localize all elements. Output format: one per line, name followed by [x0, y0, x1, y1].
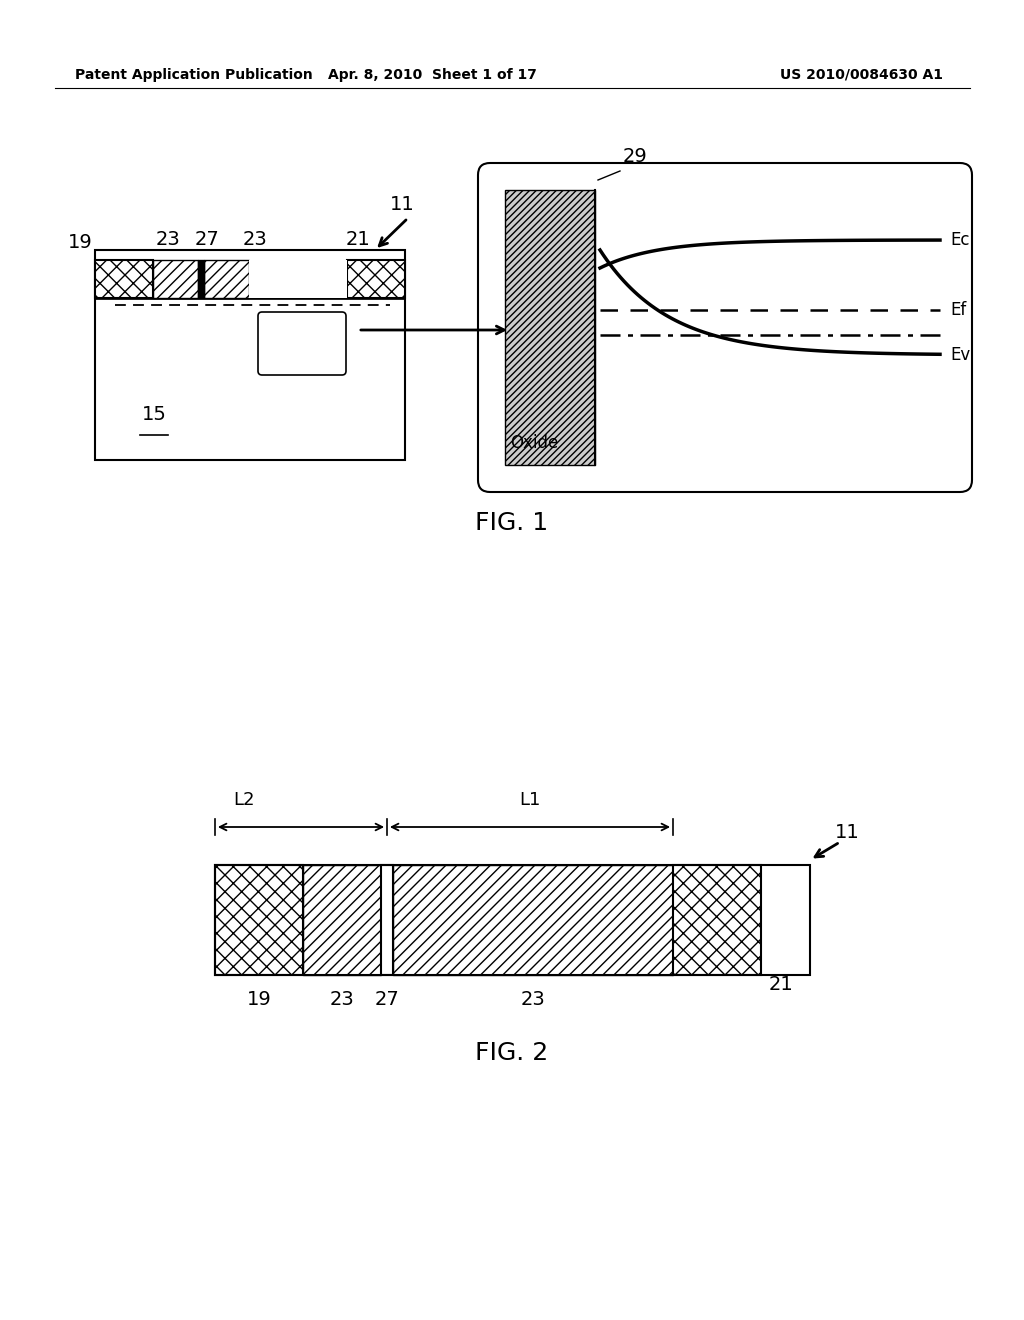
Text: 29: 29 — [623, 147, 647, 166]
Text: 13: 13 — [262, 312, 287, 330]
Bar — [303, 865, 381, 975]
Bar — [95, 249, 406, 459]
Text: 19: 19 — [247, 990, 271, 1008]
Text: 11: 11 — [390, 195, 415, 214]
FancyBboxPatch shape — [478, 162, 972, 492]
Bar — [204, 260, 249, 298]
Text: Ev: Ev — [950, 346, 971, 364]
Text: L2: L2 — [233, 791, 255, 809]
Bar — [381, 865, 393, 975]
Bar — [505, 190, 595, 465]
Bar — [505, 190, 595, 465]
Bar — [347, 260, 406, 298]
Text: Oxide: Oxide — [510, 434, 558, 451]
Text: 21: 21 — [346, 230, 371, 249]
Text: 15: 15 — [142, 405, 167, 424]
Bar — [673, 865, 761, 975]
Text: 23: 23 — [520, 990, 546, 1008]
Text: 11: 11 — [835, 822, 860, 842]
Text: 23: 23 — [330, 990, 354, 1008]
Text: Patent Application Publication: Patent Application Publication — [75, 69, 312, 82]
Text: US 2010/0084630 A1: US 2010/0084630 A1 — [780, 69, 943, 82]
Text: Ec: Ec — [950, 231, 970, 249]
Text: 21: 21 — [769, 975, 794, 994]
Text: FIG. 2: FIG. 2 — [475, 1041, 549, 1065]
Text: Ef: Ef — [950, 301, 967, 319]
Bar — [215, 865, 303, 975]
Bar — [153, 260, 198, 298]
Bar — [215, 865, 810, 975]
Text: 27: 27 — [195, 230, 219, 249]
FancyBboxPatch shape — [258, 312, 346, 375]
Text: 23: 23 — [156, 230, 180, 249]
Text: 19: 19 — [68, 234, 92, 252]
Text: FIG. 1: FIG. 1 — [475, 511, 549, 535]
Text: 27: 27 — [375, 990, 399, 1008]
Text: L1: L1 — [519, 791, 541, 809]
Text: Apr. 8, 2010  Sheet 1 of 17: Apr. 8, 2010 Sheet 1 of 17 — [328, 69, 537, 82]
Bar — [95, 260, 153, 298]
Text: 23: 23 — [243, 230, 267, 249]
Bar — [393, 865, 673, 975]
Bar — [249, 260, 347, 298]
Bar — [198, 260, 204, 298]
Bar — [95, 288, 406, 300]
